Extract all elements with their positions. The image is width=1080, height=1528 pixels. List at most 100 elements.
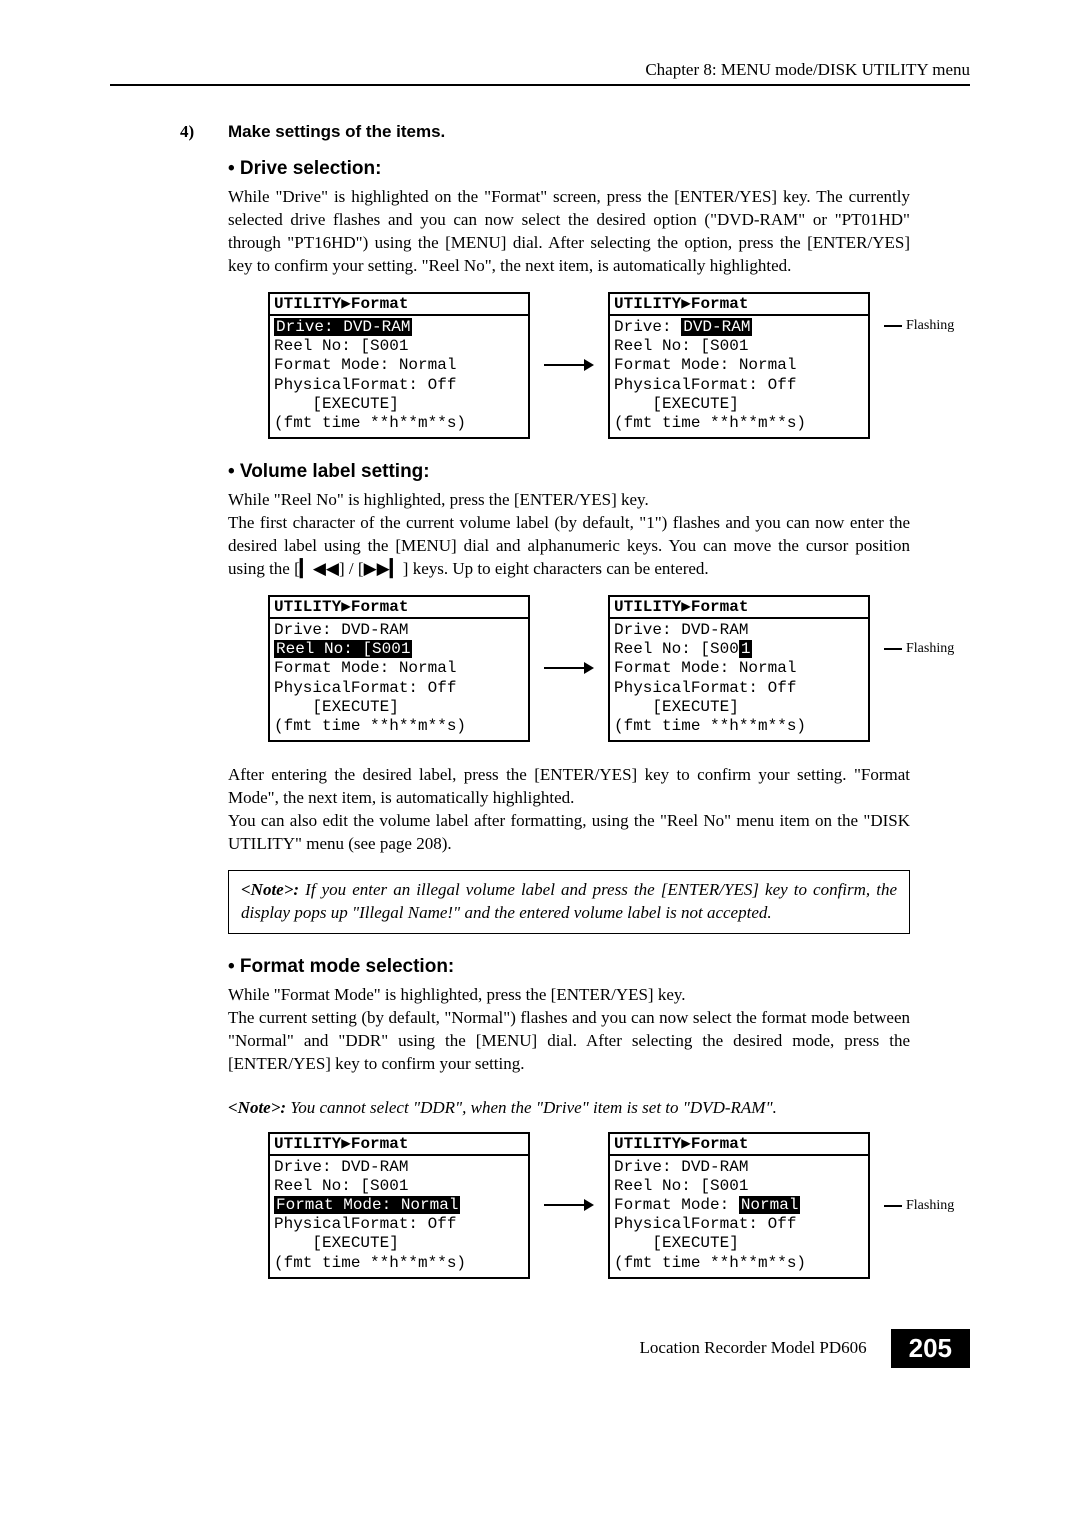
arrow xyxy=(544,305,594,425)
lcd-line: [EXECUTE] xyxy=(614,698,739,716)
volume-lcd-row: UTILITY▶Format Drive: DVD-RAM Reel No: [… xyxy=(268,595,910,742)
lcd-line: Drive: DVD-RAM xyxy=(274,621,408,639)
drive-heading: • Drive selection: xyxy=(228,158,910,180)
lcd-line: (fmt time **h**m**s) xyxy=(274,717,466,735)
volume-note-box: <Note>: If you enter an illegal volume l… xyxy=(228,870,910,934)
arrow xyxy=(544,608,594,728)
lcd-line: [EXECUTE] xyxy=(614,395,739,413)
format-lcd-section: UTILITY▶Format Drive: DVD-RAM Reel No: [… xyxy=(228,1132,910,1279)
volume-after-1: After entering the desired label, press … xyxy=(228,765,910,807)
lcd-line-part: Format Mode: xyxy=(614,1196,739,1214)
chapter-header: Chapter 8: MENU mode/DISK UTILITY menu xyxy=(110,60,970,80)
note-label: <Note>: xyxy=(228,1098,286,1117)
arrow-icon xyxy=(544,355,594,375)
arrow-icon xyxy=(544,1195,594,1215)
lcd-drive-left: UTILITY▶Format Drive: DVD-RAM Reel No: [… xyxy=(268,292,530,439)
volume-body-1: While "Reel No" is highlighted, press th… xyxy=(228,490,649,509)
lcd-body: Drive: DVD-RAM Reel No: [S001 Format Mod… xyxy=(270,619,528,740)
note-label: <Note>: xyxy=(241,880,299,899)
lcd-line: Format Mode: Normal xyxy=(614,659,796,677)
format-inline-note: <Note>: You cannot select "DDR", when th… xyxy=(228,1098,910,1118)
lcd-body: Drive: DVD-RAM Reel No: [S001 Format Mod… xyxy=(270,316,528,437)
lcd-line: (fmt time **h**m**s) xyxy=(274,414,466,432)
lcd-format-left: UTILITY▶Format Drive: DVD-RAM Reel No: [… xyxy=(268,1132,530,1279)
lcd-line: Drive: DVD-RAM xyxy=(614,621,748,639)
format-body-2: The current setting (by default, "Normal… xyxy=(228,1008,910,1073)
lcd-line: Drive: DVD-RAM xyxy=(274,1158,408,1176)
lcd-line: Format Mode: Normal xyxy=(614,356,796,374)
lcd-line: (fmt time **h**m**s) xyxy=(614,414,806,432)
lcd-line: PhysicalFormat: Off xyxy=(614,376,796,394)
lcd-line-inv: DVD-RAM xyxy=(681,318,752,336)
drive-lcd-row: UTILITY▶Format Drive: DVD-RAM Reel No: [… xyxy=(268,292,910,439)
lcd-line: PhysicalFormat: Off xyxy=(274,376,456,394)
lcd-line: Format Mode: Normal xyxy=(274,356,456,374)
lcd-line-inv: Drive: DVD-RAM xyxy=(274,318,412,336)
fastfwd-icon: ▶▶▎ xyxy=(364,559,403,578)
lcd-title: UTILITY▶Format xyxy=(270,294,528,316)
section-volume: • Volume label setting: While "Reel No" … xyxy=(228,461,910,742)
format-body-1: While "Format Mode" is highlighted, pres… xyxy=(228,985,686,1004)
lcd-line: Reel No: [S001 xyxy=(614,337,748,355)
lcd-line: PhysicalFormat: Off xyxy=(274,1215,456,1233)
lcd-line: Drive: DVD-RAM xyxy=(614,1158,748,1176)
section-drive: • Drive selection: While "Drive" is high… xyxy=(228,158,910,439)
lcd-body: Drive: DVD-RAM Reel No: [S001 Format Mod… xyxy=(270,1156,528,1277)
lcd-line: (fmt time **h**m**s) xyxy=(614,717,806,735)
lcd-line: [EXECUTE] xyxy=(274,1234,399,1252)
volume-after-2: You can also edit the volume label after… xyxy=(228,811,910,853)
page-footer: Location Recorder Model PD606 205 xyxy=(110,1329,970,1368)
lcd-line-part: Drive: xyxy=(614,318,681,336)
lcd-line: Reel No: [S001 xyxy=(274,337,408,355)
lcd-line: [EXECUTE] xyxy=(614,1234,739,1252)
lcd-line-inv: Format Mode: Normal xyxy=(274,1196,460,1214)
lcd-title: UTILITY▶Format xyxy=(270,1134,528,1156)
lcd-line-inv: Normal xyxy=(739,1196,801,1214)
volume-note-text: If you enter an illegal volume label and… xyxy=(241,880,897,922)
flash-label: Flashing xyxy=(906,641,954,657)
flash-label: Flashing xyxy=(906,1198,954,1214)
volume-body-2b: ] / [ xyxy=(339,559,364,578)
format-heading: • Format mode selection: xyxy=(228,956,910,978)
page-number: 205 xyxy=(891,1329,970,1368)
lcd-line: (fmt time **h**m**s) xyxy=(614,1254,806,1272)
footer-text: Location Recorder Model PD606 xyxy=(640,1338,867,1358)
lcd-line: PhysicalFormat: Off xyxy=(274,679,456,697)
lcd-line: Reel No: [S001 xyxy=(274,1177,408,1195)
lcd-line: Reel No: [S001 xyxy=(614,1177,748,1195)
arrow-icon xyxy=(544,658,594,678)
lcd-line: (fmt time **h**m**s) xyxy=(274,1254,466,1272)
lcd-line: [EXECUTE] xyxy=(274,395,399,413)
lcd-title: UTILITY▶Format xyxy=(610,597,868,619)
volume-body: While "Reel No" is highlighted, press th… xyxy=(228,489,910,581)
volume-after: After entering the desired label, press … xyxy=(228,764,910,934)
header-rule xyxy=(110,84,970,86)
flash-tick xyxy=(884,1205,902,1207)
lcd-volume-left: UTILITY▶Format Drive: DVD-RAM Reel No: [… xyxy=(268,595,530,742)
lcd-title: UTILITY▶Format xyxy=(270,597,528,619)
lcd-body: Drive: DVD-RAM Reel No: [S001 Format Mod… xyxy=(610,316,868,437)
format-body: While "Format Mode" is highlighted, pres… xyxy=(228,984,910,1076)
format-lcd-row: UTILITY▶Format Drive: DVD-RAM Reel No: [… xyxy=(268,1132,910,1279)
volume-heading: • Volume label setting: xyxy=(228,461,910,483)
step-number: 4) xyxy=(180,122,228,142)
lcd-drive-right: UTILITY▶Format Drive: DVD-RAM Reel No: [… xyxy=(608,292,870,439)
lcd-line: Format Mode: Normal xyxy=(274,659,456,677)
section-format-mode: • Format mode selection: While "Format M… xyxy=(228,956,910,1076)
lcd-title: UTILITY▶Format xyxy=(610,1134,868,1156)
flash-tick xyxy=(884,648,902,650)
lcd-line: PhysicalFormat: Off xyxy=(614,679,796,697)
arrow xyxy=(544,1145,594,1265)
rewind-icon: ▎◀◀ xyxy=(300,559,339,578)
lcd-body: Drive: DVD-RAM Reel No: [S001 Format Mod… xyxy=(610,619,868,740)
lcd-format-right: UTILITY▶Format Drive: DVD-RAM Reel No: [… xyxy=(608,1132,870,1279)
step-text: Make settings of the items. xyxy=(228,122,445,142)
lcd-line-part: Reel No: [S00 xyxy=(614,640,739,658)
volume-body-2c: ] keys. Up to eight characters can be en… xyxy=(403,559,709,578)
format-note-text: You cannot select "DDR", when the "Drive… xyxy=(290,1098,776,1117)
step-row: 4) Make settings of the items. xyxy=(180,122,970,142)
lcd-line-inv: Reel No: [S001 xyxy=(274,640,412,658)
lcd-volume-right: UTILITY▶Format Drive: DVD-RAM Reel No: [… xyxy=(608,595,870,742)
lcd-line-inv: 1 xyxy=(739,640,753,658)
lcd-body: Drive: DVD-RAM Reel No: [S001 Format Mod… xyxy=(610,1156,868,1277)
